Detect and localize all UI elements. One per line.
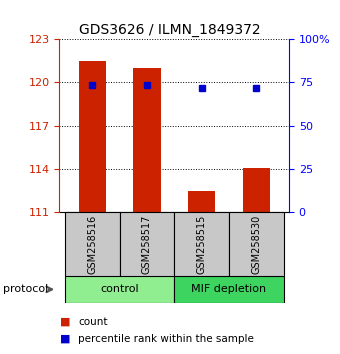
Bar (65, 276, 174, 303)
Text: control: control (100, 284, 139, 295)
Bar (188, 191, 215, 212)
Bar (229, 212, 284, 276)
Bar (120, 212, 174, 276)
Text: GSM258517: GSM258517 (142, 215, 152, 274)
Bar (65, 212, 120, 276)
Bar (174, 276, 284, 303)
Text: ■: ■ (59, 317, 70, 327)
Text: percentile rank within the sample: percentile rank within the sample (78, 334, 254, 344)
Text: GSM258516: GSM258516 (87, 215, 97, 274)
Text: count: count (78, 317, 108, 327)
Text: GSM258515: GSM258515 (197, 215, 207, 274)
Bar (174, 212, 229, 276)
Text: GSM258530: GSM258530 (251, 215, 261, 274)
Bar (242, 167, 270, 212)
Bar (79, 61, 106, 212)
Text: ■: ■ (59, 334, 70, 344)
Bar (133, 68, 160, 212)
Text: protocol: protocol (3, 284, 49, 295)
Text: MIF depletion: MIF depletion (191, 284, 267, 295)
Text: GDS3626 / ILMN_1849372: GDS3626 / ILMN_1849372 (79, 23, 261, 37)
